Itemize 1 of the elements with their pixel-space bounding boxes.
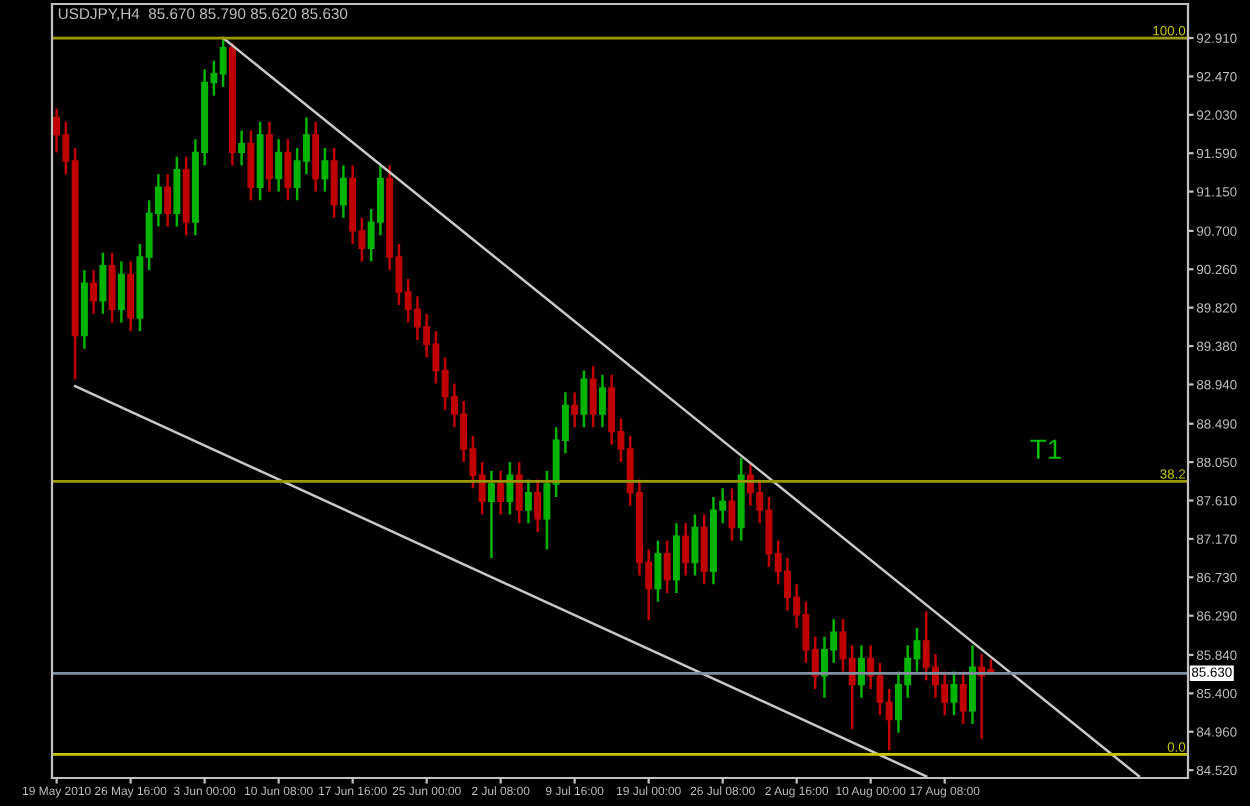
annotation: T1 [1030,439,1061,459]
